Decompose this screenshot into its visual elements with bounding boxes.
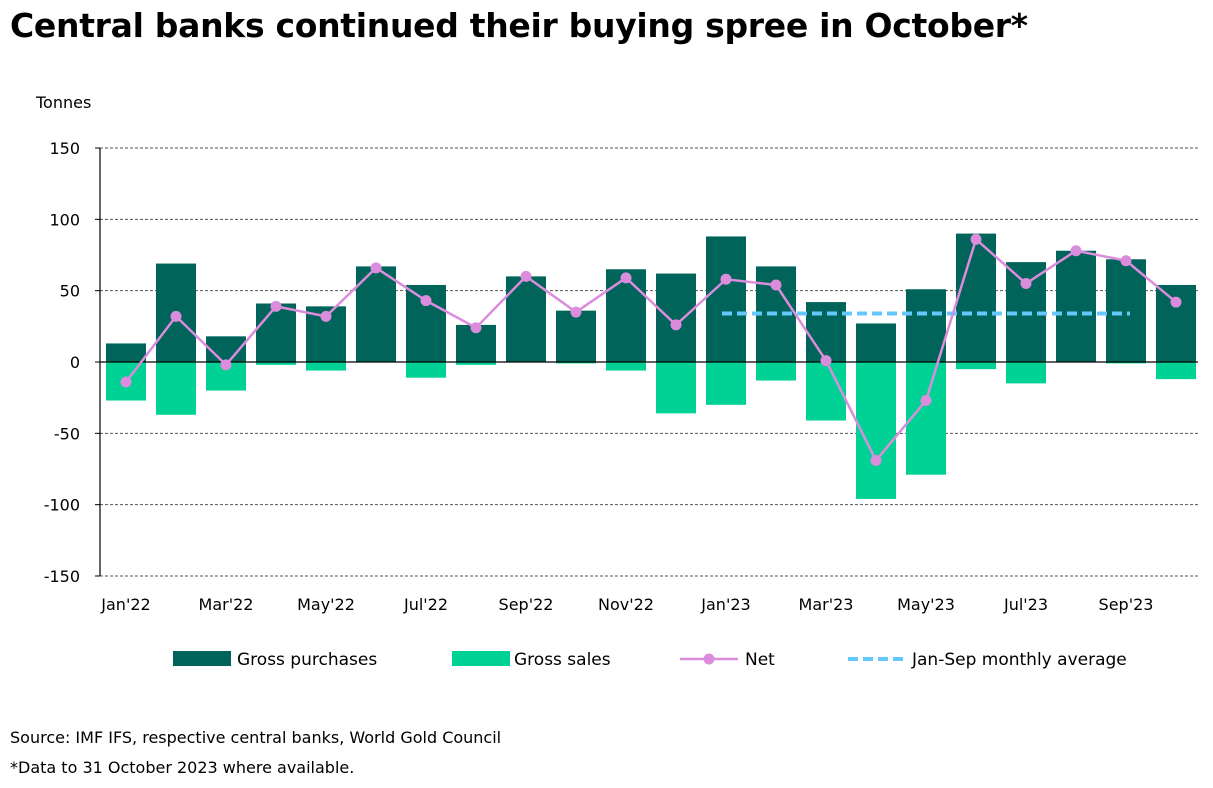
- sales-bar: [156, 362, 196, 415]
- purchase-bar: [956, 233, 996, 362]
- sales-bar: [856, 362, 896, 499]
- x-tick-label: Jul'23: [1003, 595, 1048, 614]
- purchase-bar: [856, 323, 896, 362]
- net-point: [320, 310, 332, 322]
- x-tick-label: Jul'22: [403, 595, 448, 614]
- net-point: [820, 355, 832, 367]
- purchase-bar: [556, 310, 596, 362]
- net-point: [1170, 296, 1182, 308]
- x-tick-label: Jan'22: [100, 595, 150, 614]
- y-tick-label: 0: [70, 353, 80, 372]
- x-tick-label: Sep'22: [499, 595, 554, 614]
- y-tick-label: 150: [49, 139, 80, 158]
- x-tick-label: Nov'22: [598, 595, 654, 614]
- net-point: [520, 270, 532, 282]
- x-tick-label: Jan'23: [700, 595, 750, 614]
- sales-bar: [306, 362, 346, 371]
- purchase-bar: [256, 303, 296, 362]
- legend-swatch-sales: [452, 651, 510, 666]
- net-point: [920, 395, 932, 407]
- y-tick-label: -100: [44, 496, 80, 515]
- purchase-bar: [606, 269, 646, 362]
- net-point: [870, 454, 882, 466]
- net-point: [720, 273, 732, 285]
- net-point: [970, 233, 982, 245]
- net-point: [1070, 245, 1082, 257]
- footnote: *Data to 31 October 2023 where available…: [10, 758, 355, 777]
- net-point: [270, 300, 282, 312]
- sales-bar: [1006, 362, 1046, 384]
- source-note: Source: IMF IFS, respective central bank…: [10, 728, 502, 747]
- net-point: [470, 322, 482, 334]
- x-tick-label: Mar'22: [199, 595, 254, 614]
- chart-title: Central banks continued their buying spr…: [10, 6, 1028, 45]
- legend-label: Jan-Sep monthly average: [911, 650, 1127, 670]
- y-tick-label: 50: [60, 282, 80, 301]
- purchase-bar: [1056, 250, 1096, 362]
- sales-bar: [606, 362, 646, 371]
- net-point: [370, 262, 382, 274]
- y-tick-label: -150: [44, 567, 80, 586]
- purchase-bar: [806, 302, 846, 362]
- x-tick-label: Sep'23: [1099, 595, 1154, 614]
- sales-bar: [656, 362, 696, 414]
- legend-swatch-purchases: [173, 651, 231, 666]
- sales-bar: [1156, 362, 1196, 380]
- sales-bar: [406, 362, 446, 378]
- net-point: [1020, 278, 1032, 290]
- net-point: [670, 319, 682, 331]
- net-line: [125, 237, 1177, 463]
- x-tick-label: May'22: [297, 595, 355, 614]
- sales-bar: [956, 362, 996, 370]
- y-tick-label: 100: [49, 210, 80, 229]
- net-point: [220, 359, 232, 371]
- net-point: [420, 295, 432, 307]
- net-point: [570, 306, 582, 318]
- chart: 150 100 50 0 -50 -100 -150 Jan'22 Mar'22 May'22 Ju…: [44, 139, 1198, 670]
- sales-bar: [756, 362, 796, 381]
- net-point: [770, 279, 782, 291]
- legend-net-marker: [703, 653, 715, 665]
- purchase-bar: [906, 289, 946, 362]
- y-tick-label: -50: [54, 424, 80, 443]
- sales-bar: [706, 362, 746, 405]
- purchase-bar: [106, 343, 146, 362]
- x-tick-label: Mar'23: [799, 595, 854, 614]
- x-tick-label: May'23: [897, 595, 955, 614]
- net-point: [1120, 255, 1132, 267]
- sales-bar: [556, 362, 596, 364]
- net-point: [170, 310, 182, 322]
- sales-bar: [456, 362, 496, 365]
- legend-label: Net: [745, 650, 775, 670]
- purchase-bar: [1106, 259, 1146, 362]
- y-axis-label: Tonnes: [36, 93, 92, 112]
- net-point: [120, 376, 132, 388]
- sales-bar: [806, 362, 846, 421]
- sales-bar: [256, 362, 296, 365]
- legend-label: Gross sales: [514, 650, 611, 670]
- net-point: [620, 272, 632, 284]
- purchase-bar: [656, 273, 696, 362]
- purchase-bar: [1156, 284, 1196, 362]
- purchase-bar: [706, 236, 746, 362]
- legend-label: Gross purchases: [237, 650, 377, 670]
- sales-bar: [1106, 362, 1146, 364]
